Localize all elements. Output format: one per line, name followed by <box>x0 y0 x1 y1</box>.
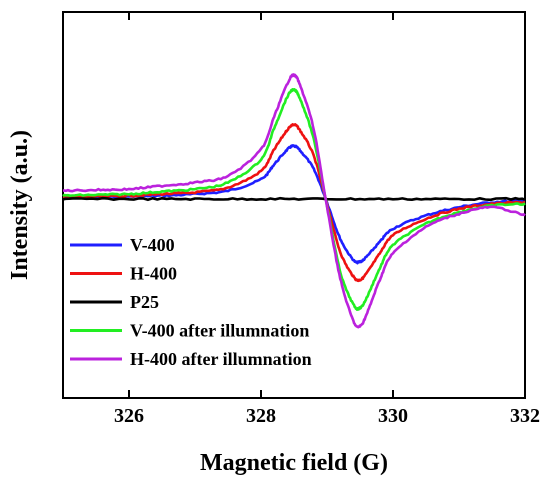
legend-label: V-400 <box>130 235 175 255</box>
y-axis-label: Intensity (a.u.) <box>7 130 33 280</box>
legend-label: P25 <box>130 292 159 312</box>
x-tick-label: 330 <box>378 405 408 427</box>
x-tick-label: 328 <box>246 405 276 427</box>
series-line-h-400-after-illumnation <box>62 73 526 329</box>
legend-label: H-400 after illumnation <box>130 349 312 369</box>
legend-label: H-400 <box>130 264 177 284</box>
x-tick-label: 326 <box>114 405 144 427</box>
legend-label: V-400 after illumnation <box>130 321 309 341</box>
series-line-v-400 <box>62 144 526 265</box>
series-line-h-400 <box>62 123 526 283</box>
plot-area-frame <box>62 11 526 399</box>
x-tick-label: 332 <box>510 405 540 427</box>
series-line-v-400-after-illumnation <box>62 88 526 311</box>
series-line-p25 <box>62 196 526 202</box>
x-axis-label: Magnetic field (G) <box>200 450 388 476</box>
